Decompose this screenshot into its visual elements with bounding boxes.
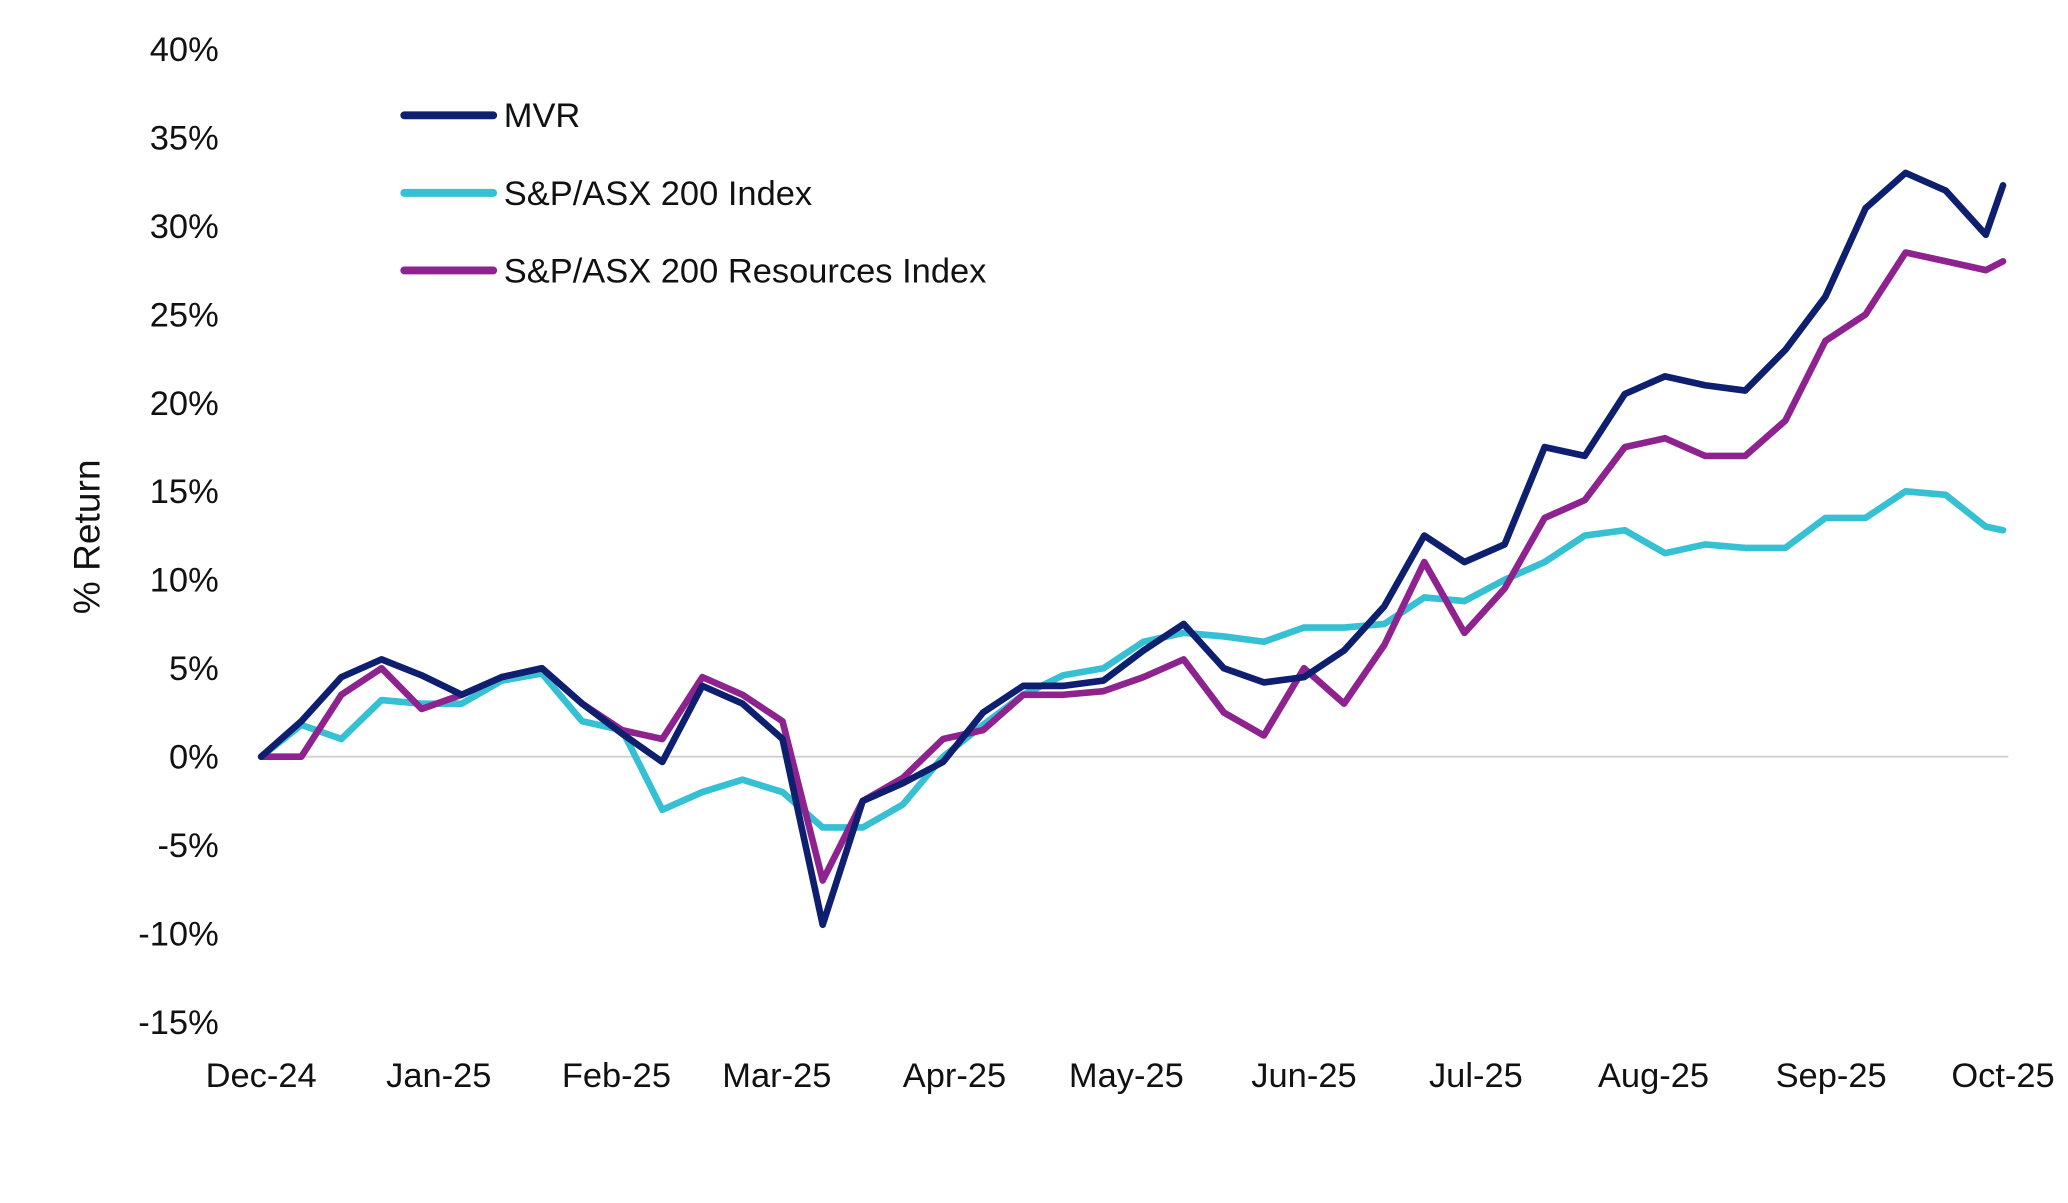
series-line-0 — [257, 169, 2007, 929]
legend-label: S&P/ASX 200 Resources Index — [504, 252, 987, 290]
x-axis-ticks: Dec-24 Jan-25 Feb-25 Mar-25 Apr-25 May-25 Jun-… — [206, 1057, 2055, 1095]
legend-item: MVR — [400, 97, 581, 135]
x-tick-label: Jul-25 — [1429, 1057, 1523, 1095]
y-tick-label: -10% — [138, 916, 218, 954]
x-tick-label: Apr-25 — [903, 1057, 1006, 1095]
x-tick-label: Jan-25 — [386, 1057, 491, 1095]
x-tick-label: Feb-25 — [562, 1057, 671, 1095]
legend: MVR S&P/ASX 200 Index S&P/ASX 200 Resource… — [400, 97, 987, 290]
y-tick-label: 25% — [150, 296, 219, 334]
legend-item: S&P/ASX 200 Index — [400, 175, 812, 213]
x-tick-label: Mar-25 — [722, 1057, 831, 1095]
x-tick-label: Aug-25 — [1598, 1057, 1709, 1095]
y-tick-label: 20% — [150, 385, 219, 423]
x-tick-label: Oct-25 — [1951, 1057, 2054, 1095]
y-tick-label: 0% — [169, 739, 219, 777]
legend-label: S&P/ASX 200 Index — [504, 175, 812, 213]
series-line-1 — [257, 487, 2007, 831]
y-tick-label: 30% — [150, 208, 219, 246]
y-tick-label: 40% — [150, 31, 219, 69]
legend-item: S&P/ASX 200 Resources Index — [400, 252, 987, 290]
series-line-2 — [257, 249, 2007, 884]
y-tick-label: 35% — [150, 119, 219, 157]
x-tick-label: Dec-24 — [206, 1057, 317, 1095]
y-tick-label: 15% — [150, 473, 219, 511]
y-axis-ticks: 40% 35% 30% 25% 20% 15% 10% 5% 0% -5% -10% -15% — [138, 31, 218, 1042]
y-axis-label: % Return — [65, 460, 107, 615]
legend-label: MVR — [504, 97, 581, 135]
series-lines — [257, 169, 2007, 929]
y-tick-label: 5% — [169, 650, 219, 688]
x-tick-label: May-25 — [1069, 1057, 1184, 1095]
x-tick-label: Sep-25 — [1776, 1057, 1887, 1095]
y-tick-label: -5% — [157, 827, 218, 865]
y-tick-label: -15% — [138, 1004, 218, 1042]
x-tick-label: Jun-25 — [1251, 1057, 1356, 1095]
y-tick-label: 10% — [150, 562, 219, 600]
